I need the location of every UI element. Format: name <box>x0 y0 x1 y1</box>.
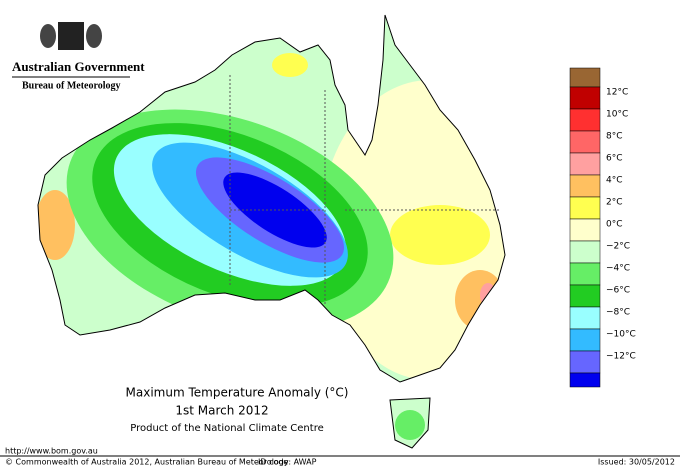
crest <box>40 22 102 50</box>
legend-label: 8°C <box>606 132 623 142</box>
legend-label: −2°C <box>606 242 630 252</box>
legend-swatch-last <box>569 372 601 388</box>
legend-top-swatch <box>569 67 601 88</box>
legend: 12°C 10°C 8°C 6°C 4°C 2°C 0°C −2°C −4°C −6°C −8°C −… <box>569 86 636 388</box>
legend-swatch <box>569 306 601 330</box>
legend-swatch <box>569 350 601 374</box>
footer-id: ID code: AWAP <box>258 458 317 467</box>
legend-swatch <box>569 240 601 264</box>
footer-issued: Issued: 30/05/2012 <box>598 458 675 467</box>
legend-label: 4°C <box>606 176 623 186</box>
legend-swatch <box>569 262 601 286</box>
legend-swatch <box>569 174 601 198</box>
legend-label: 2°C <box>606 198 623 208</box>
legend-label: 12°C <box>606 88 628 98</box>
government-name: Australian Government <box>12 59 145 74</box>
legend-swatch <box>569 152 601 176</box>
map-title: Maximum Temperature Anomaly (°C) <box>126 386 349 400</box>
legend-label: −12°C <box>606 352 636 362</box>
legend-label: 0°C <box>606 220 623 230</box>
bureau-name: Bureau of Meteorology <box>22 80 121 91</box>
legend-swatch <box>569 218 601 242</box>
legend-label: 10°C <box>606 110 628 120</box>
footer-copyright: © Commonwealth of Australia 2012, Austra… <box>5 458 289 467</box>
legend-label: −10°C <box>606 330 636 340</box>
footer-url: http://www.bom.gov.au <box>5 447 98 456</box>
map-date: 1st March 2012 <box>175 404 268 418</box>
legend-swatch <box>569 328 601 352</box>
legend-label: −8°C <box>606 308 630 318</box>
map-product: Product of the National Climate Centre <box>130 423 324 434</box>
legend-swatch <box>569 86 601 110</box>
legend-swatch <box>569 130 601 154</box>
legend-label: 6°C <box>606 154 623 164</box>
legend-label: −6°C <box>606 286 630 296</box>
legend-swatch <box>569 196 601 220</box>
outline <box>37 14 506 449</box>
legend-swatch <box>569 108 601 132</box>
legend-label: −4°C <box>606 264 630 274</box>
legend-swatch <box>569 284 601 308</box>
